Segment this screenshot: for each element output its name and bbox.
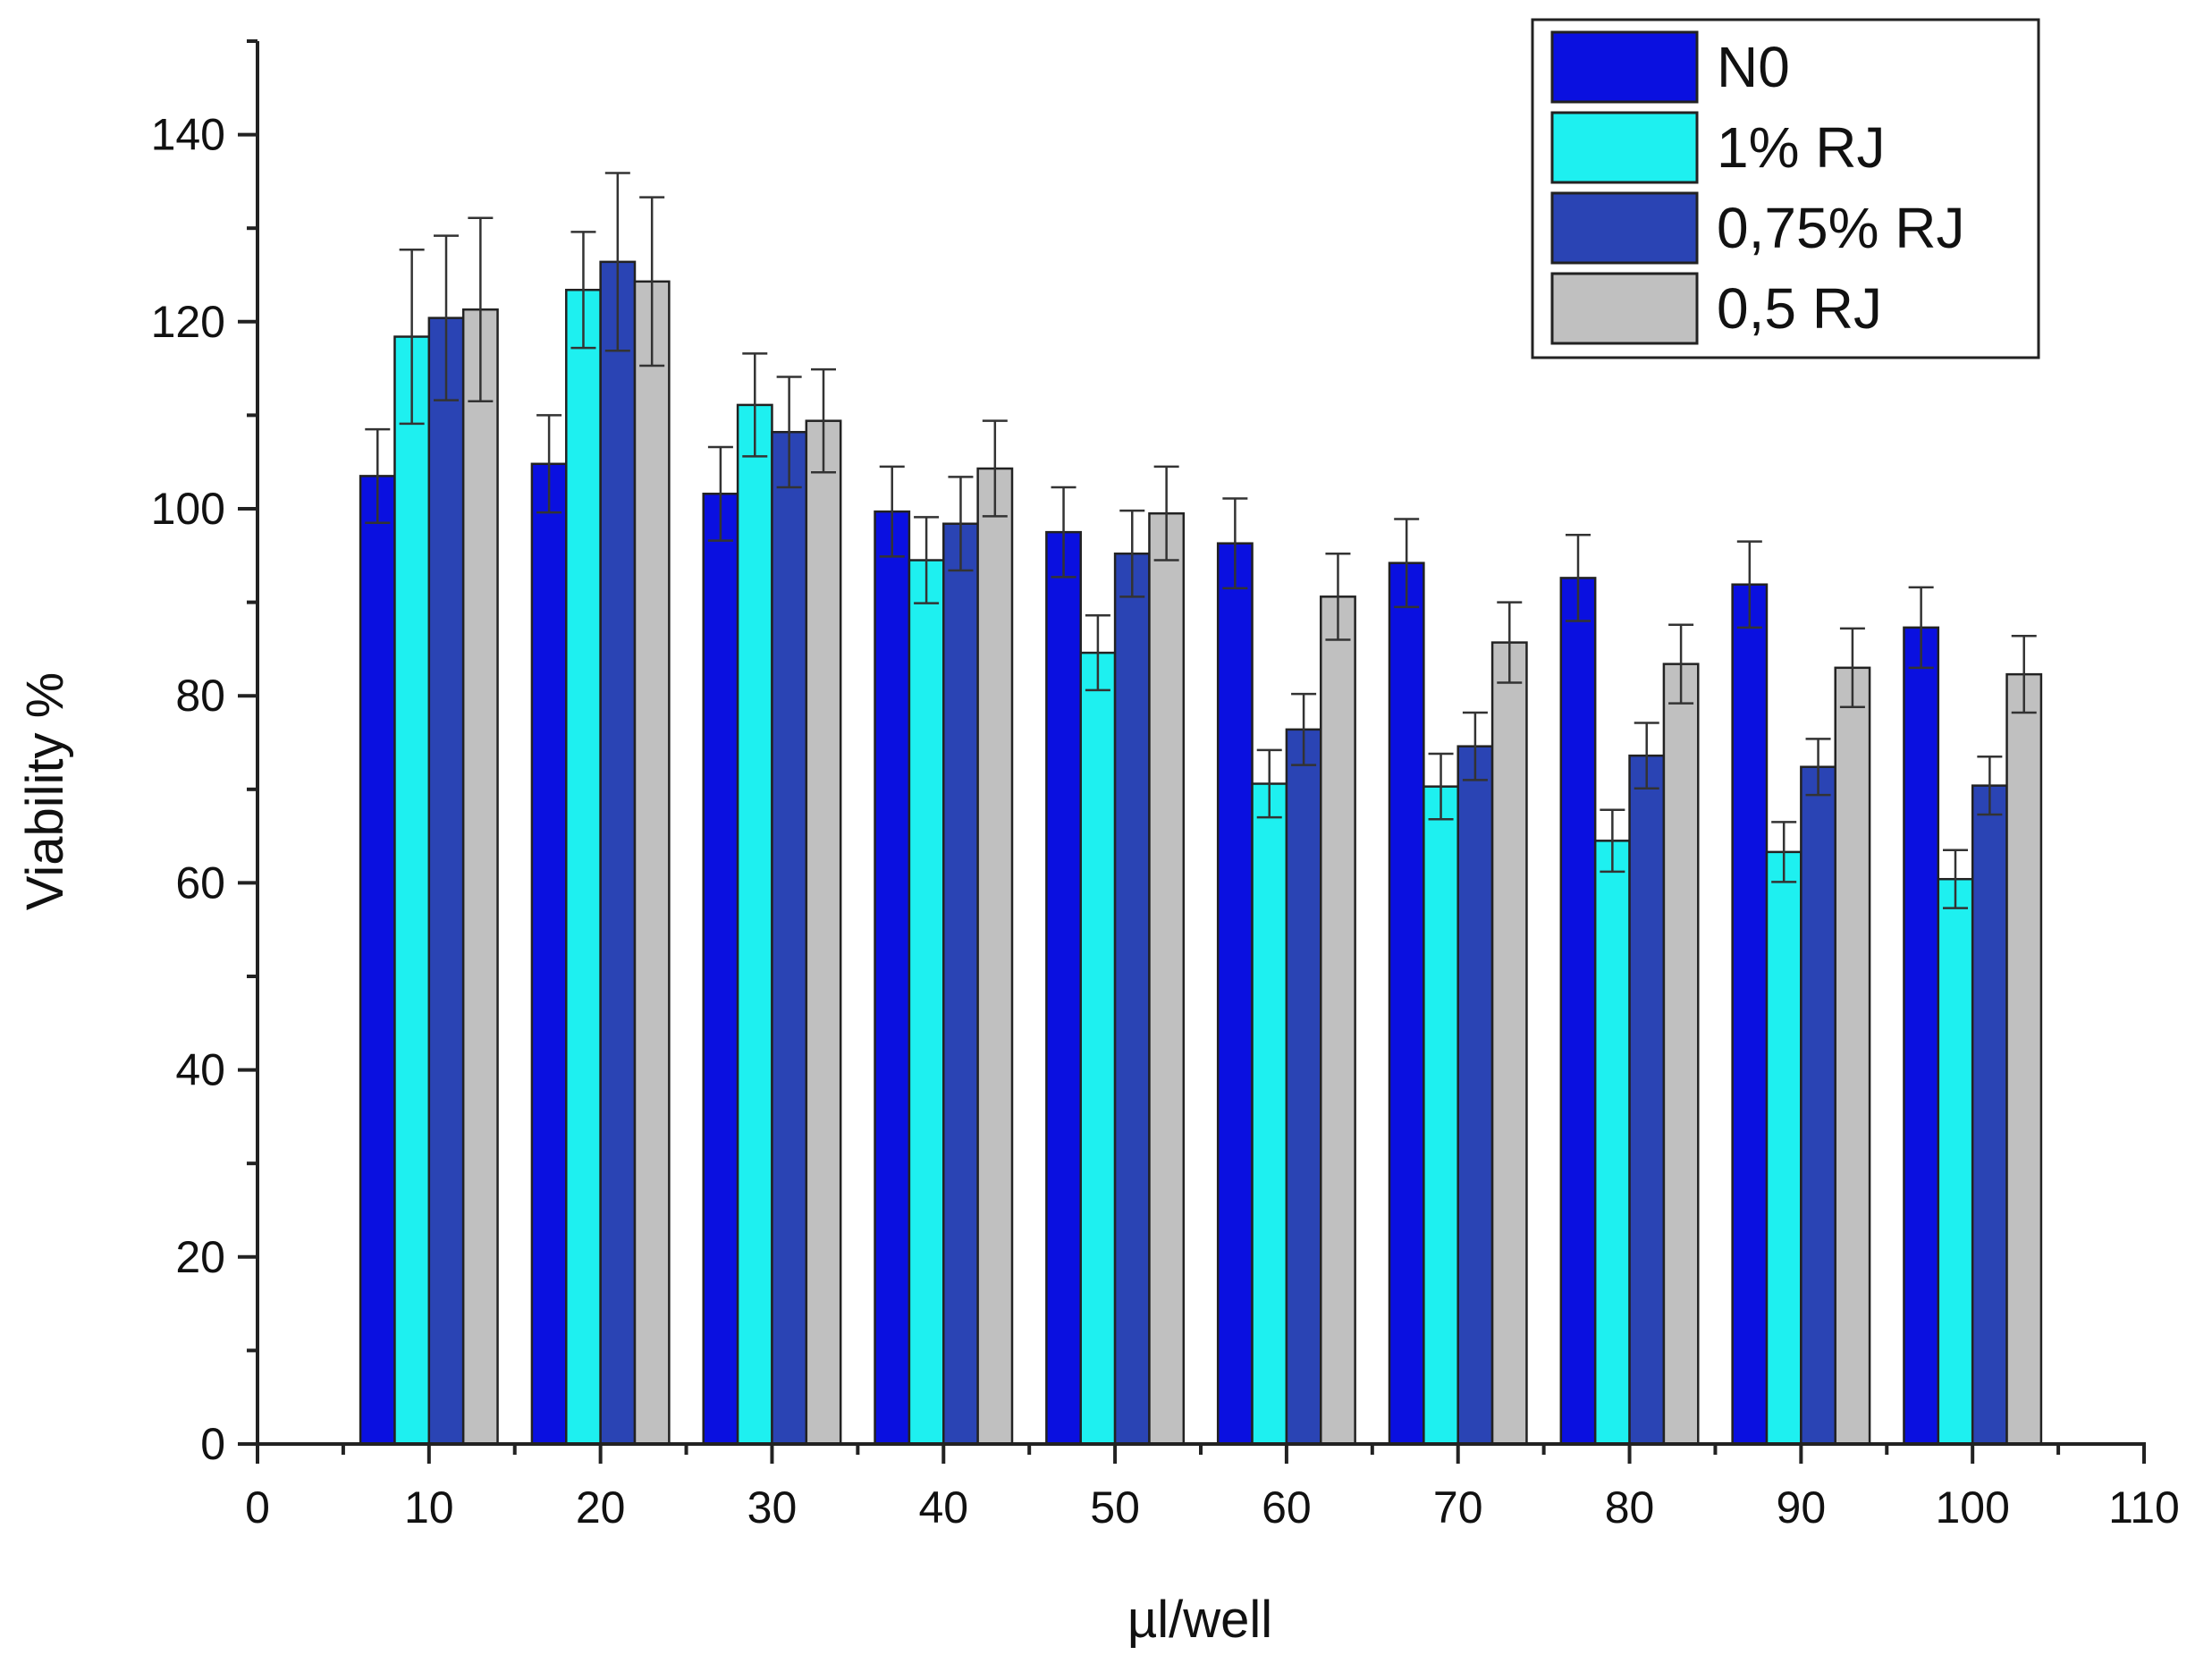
legend-label: N0: [1717, 35, 1790, 99]
bar: [633, 280, 671, 1446]
bar: [1113, 552, 1151, 1446]
bar: [1423, 785, 1459, 1446]
bar: [1490, 641, 1528, 1446]
axes: [256, 41, 2146, 1446]
x-tick-label: 40: [918, 1482, 968, 1533]
legend-label: 1% RJ: [1717, 115, 1886, 180]
bar: [1559, 577, 1597, 1446]
legend-swatch: [1550, 30, 1699, 104]
y-tick-label: 80: [175, 671, 225, 721]
bar: [805, 419, 842, 1446]
legend-swatch: [1550, 191, 1699, 265]
bar: [976, 467, 1014, 1446]
bar: [908, 559, 945, 1446]
x-tick-label: 70: [1433, 1482, 1483, 1533]
bar: [1765, 850, 1803, 1446]
bar: [2005, 672, 2043, 1446]
bar: [1148, 511, 1186, 1446]
y-tick-label: 120: [151, 297, 225, 347]
bar: [771, 430, 808, 1446]
bar: [599, 260, 637, 1446]
x-tick-label: 60: [1262, 1482, 1312, 1533]
x-tick-label: 0: [245, 1482, 270, 1533]
bar: [736, 403, 773, 1446]
bar: [565, 288, 602, 1446]
bar: [1216, 542, 1254, 1446]
y-axis-title: Viability %: [16, 672, 74, 911]
x-tick-label: 50: [1090, 1482, 1140, 1533]
bar: [1285, 728, 1322, 1446]
bar: [1456, 745, 1494, 1446]
bar: [1903, 626, 1940, 1446]
bar: [393, 335, 431, 1446]
bar: [1320, 595, 1356, 1446]
legend-swatch: [1550, 272, 1699, 345]
bar: [874, 510, 911, 1446]
bars-layer: [359, 260, 2043, 1446]
bar: [1388, 562, 1425, 1446]
bar: [1937, 877, 1974, 1446]
y-tick-label: 40: [175, 1045, 225, 1095]
x-tick-label: 30: [747, 1482, 798, 1533]
bar: [1971, 784, 2008, 1446]
bar: [427, 317, 465, 1446]
y-tick-label: 60: [175, 857, 225, 908]
bar: [1079, 651, 1117, 1446]
bar: [1628, 754, 1666, 1446]
bar: [1800, 765, 1836, 1446]
y-tick-label: 100: [151, 484, 225, 534]
bar: [461, 308, 499, 1446]
legend-label: 0,75% RJ: [1717, 196, 1964, 260]
bar: [1662, 663, 1700, 1446]
bar: [530, 462, 568, 1446]
y-tick-label: 0: [200, 1419, 225, 1469]
bar: [1593, 840, 1631, 1446]
x-tick-label: 100: [1935, 1482, 2009, 1533]
x-tick-label: 110: [2108, 1482, 2180, 1533]
bar: [1045, 530, 1082, 1446]
y-tick-label: 140: [151, 110, 225, 160]
bar: [1834, 666, 1871, 1446]
error-bars-layer: [365, 172, 2037, 909]
x-tick-label: 80: [1605, 1482, 1655, 1533]
tick-labels: 0 20 40 60 80 100 120 140 0 10 20 30 40 50 60 70 80 90 100…: [151, 110, 2180, 1533]
y-tick-label: 20: [175, 1232, 225, 1282]
bar: [1731, 583, 1769, 1446]
bar: [1251, 782, 1288, 1446]
x-tick-label: 90: [1777, 1482, 1827, 1533]
bar: [702, 493, 739, 1446]
x-tick-label: 20: [576, 1482, 626, 1533]
bar: [942, 522, 979, 1446]
legend: N0 1% RJ 0,75% RJ 0,5 RJ: [1531, 18, 2040, 359]
x-axis-title: µl/well: [1127, 1591, 1272, 1649]
bar: [359, 475, 396, 1446]
legend-swatch: [1550, 111, 1699, 184]
x-tick-label: 10: [404, 1482, 454, 1533]
legend-label: 0,5 RJ: [1717, 276, 1882, 341]
